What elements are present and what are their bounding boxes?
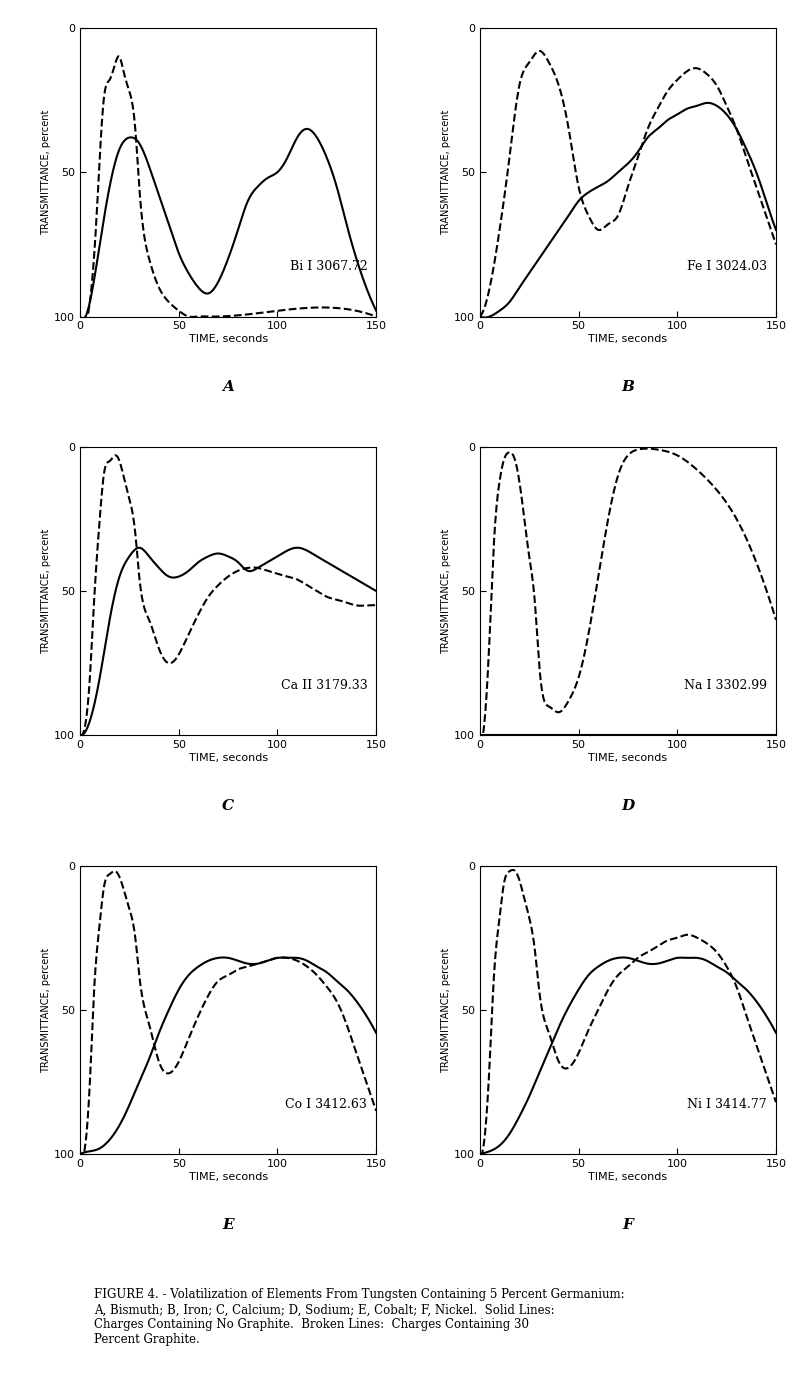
Text: Ca II 3179.33: Ca II 3179.33 (281, 678, 367, 692)
Text: E: E (222, 1217, 234, 1231)
Y-axis label: TRANSMITTANCE, percent: TRANSMITTANCE, percent (441, 528, 451, 653)
X-axis label: TIME, seconds: TIME, seconds (189, 754, 268, 763)
Text: C: C (222, 798, 234, 814)
Text: Fe I 3024.03: Fe I 3024.03 (687, 260, 767, 273)
Y-axis label: TRANSMITTANCE, percent: TRANSMITTANCE, percent (42, 110, 51, 235)
Text: B: B (622, 380, 634, 394)
X-axis label: TIME, seconds: TIME, seconds (189, 334, 268, 344)
Text: Co I 3412.63: Co I 3412.63 (286, 1098, 367, 1110)
Y-axis label: TRANSMITTANCE, percent: TRANSMITTANCE, percent (42, 528, 51, 653)
Text: F: F (622, 1217, 634, 1231)
Y-axis label: TRANSMITTANCE, percent: TRANSMITTANCE, percent (42, 947, 51, 1073)
X-axis label: TIME, seconds: TIME, seconds (588, 1172, 667, 1181)
Text: A: A (222, 380, 234, 394)
Text: Na I 3302.99: Na I 3302.99 (684, 678, 767, 692)
X-axis label: TIME, seconds: TIME, seconds (588, 334, 667, 344)
X-axis label: TIME, seconds: TIME, seconds (189, 1172, 268, 1181)
X-axis label: TIME, seconds: TIME, seconds (588, 754, 667, 763)
Text: D: D (622, 798, 634, 814)
Text: Ni I 3414.77: Ni I 3414.77 (687, 1098, 767, 1110)
Y-axis label: TRANSMITTANCE, percent: TRANSMITTANCE, percent (441, 110, 451, 235)
Text: Bi I 3067.72: Bi I 3067.72 (290, 260, 367, 273)
Y-axis label: TRANSMITTANCE, percent: TRANSMITTANCE, percent (441, 947, 451, 1073)
Text: FIGURE 4. - Volatilization of Elements From Tungsten Containing 5 Percent German: FIGURE 4. - Volatilization of Elements F… (94, 1289, 625, 1347)
